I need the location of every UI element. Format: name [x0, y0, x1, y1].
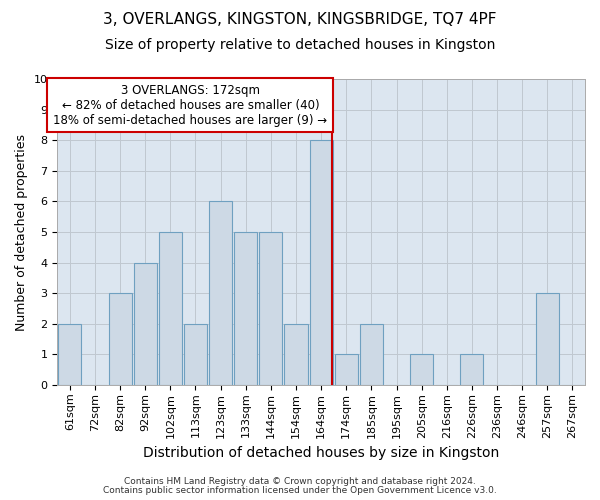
Text: 3, OVERLANGS, KINGSTON, KINGSBRIDGE, TQ7 4PF: 3, OVERLANGS, KINGSTON, KINGSBRIDGE, TQ7… [103, 12, 497, 28]
Bar [310, 140, 332, 385]
Bar [536, 293, 559, 385]
Bar [159, 232, 182, 385]
Bar [209, 202, 232, 385]
Bar [184, 324, 207, 385]
Bar [58, 324, 82, 385]
Text: Contains public sector information licensed under the Open Government Licence v3: Contains public sector information licen… [103, 486, 497, 495]
Bar [234, 232, 257, 385]
Bar [134, 262, 157, 385]
Text: 3 OVERLANGS: 172sqm
← 82% of detached houses are smaller (40)
18% of semi-detach: 3 OVERLANGS: 172sqm ← 82% of detached ho… [53, 84, 328, 126]
Text: Contains HM Land Registry data © Crown copyright and database right 2024.: Contains HM Land Registry data © Crown c… [124, 477, 476, 486]
Bar [109, 293, 131, 385]
X-axis label: Distribution of detached houses by size in Kingston: Distribution of detached houses by size … [143, 446, 499, 460]
Y-axis label: Number of detached properties: Number of detached properties [15, 134, 28, 330]
Bar [335, 354, 358, 385]
Text: Size of property relative to detached houses in Kingston: Size of property relative to detached ho… [105, 38, 495, 52]
Bar [410, 354, 433, 385]
Bar [284, 324, 308, 385]
Bar [360, 324, 383, 385]
Bar [259, 232, 283, 385]
Bar [460, 354, 484, 385]
